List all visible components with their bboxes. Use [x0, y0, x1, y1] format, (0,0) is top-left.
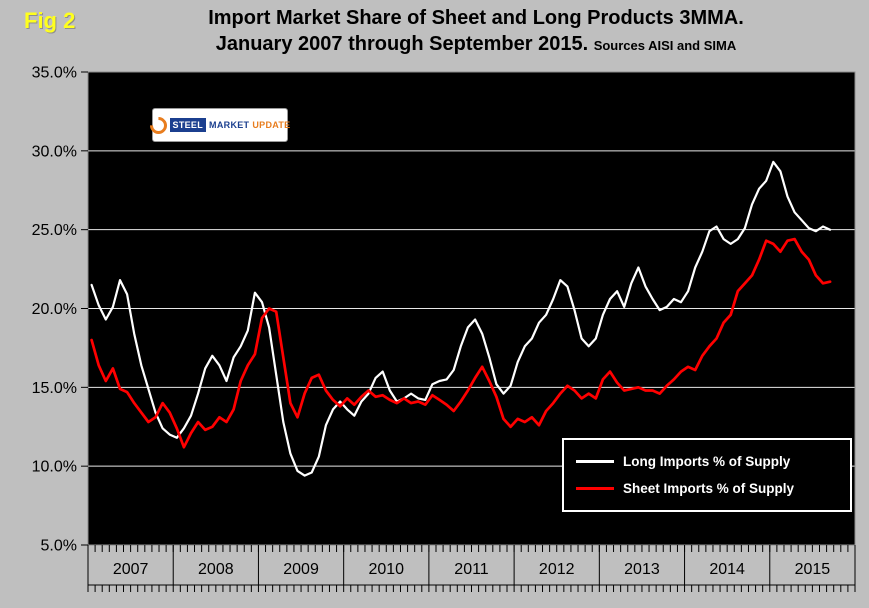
smu-logo-update: UPDATE	[252, 120, 291, 130]
svg-text:20.0%: 20.0%	[32, 301, 77, 318]
svg-text:2013: 2013	[624, 561, 660, 578]
legend-item-sheet: Sheet Imports % of Supply	[576, 481, 838, 496]
title-line-2: January 2007 through September 2015. Sou…	[95, 31, 857, 59]
title-sources: Sources AISI and SIMA	[593, 38, 737, 53]
legend-label-long: Long Imports % of Supply	[623, 454, 791, 469]
svg-text:2010: 2010	[368, 561, 404, 578]
figure-label: Fig 2	[24, 8, 76, 33]
svg-text:2012: 2012	[539, 561, 575, 578]
svg-text:2014: 2014	[709, 561, 745, 578]
svg-text:2009: 2009	[283, 561, 319, 578]
svg-text:2008: 2008	[198, 561, 234, 578]
svg-text:2011: 2011	[454, 561, 489, 578]
svg-text:25.0%: 25.0%	[32, 222, 77, 239]
legend-item-long: Long Imports % of Supply	[576, 454, 838, 469]
legend-label-sheet: Sheet Imports % of Supply	[623, 481, 795, 496]
chart-title: Import Market Share of Sheet and Long Pr…	[95, 5, 857, 59]
legend-line-long	[576, 460, 614, 463]
svg-text:2015: 2015	[795, 561, 831, 578]
legend: Long Imports % of Supply Sheet Imports %…	[562, 438, 852, 512]
svg-text:2007: 2007	[113, 561, 149, 578]
svg-text:15.0%: 15.0%	[32, 380, 77, 397]
title-line-2-text: January 2007 through September 2015.	[215, 33, 589, 55]
svg-text:5.0%: 5.0%	[41, 538, 77, 555]
svg-text:30.0%: 30.0%	[32, 143, 77, 160]
legend-line-sheet	[576, 487, 614, 490]
smu-logo-steel: STEEL	[169, 118, 207, 132]
title-line-1: Import Market Share of Sheet and Long Pr…	[208, 7, 744, 29]
svg-text:35.0%: 35.0%	[32, 65, 77, 82]
smu-logo: STEEL MARKET UPDATE	[146, 108, 291, 142]
svg-text:10.0%: 10.0%	[32, 459, 77, 476]
smu-logo-market: MARKET	[209, 120, 250, 130]
